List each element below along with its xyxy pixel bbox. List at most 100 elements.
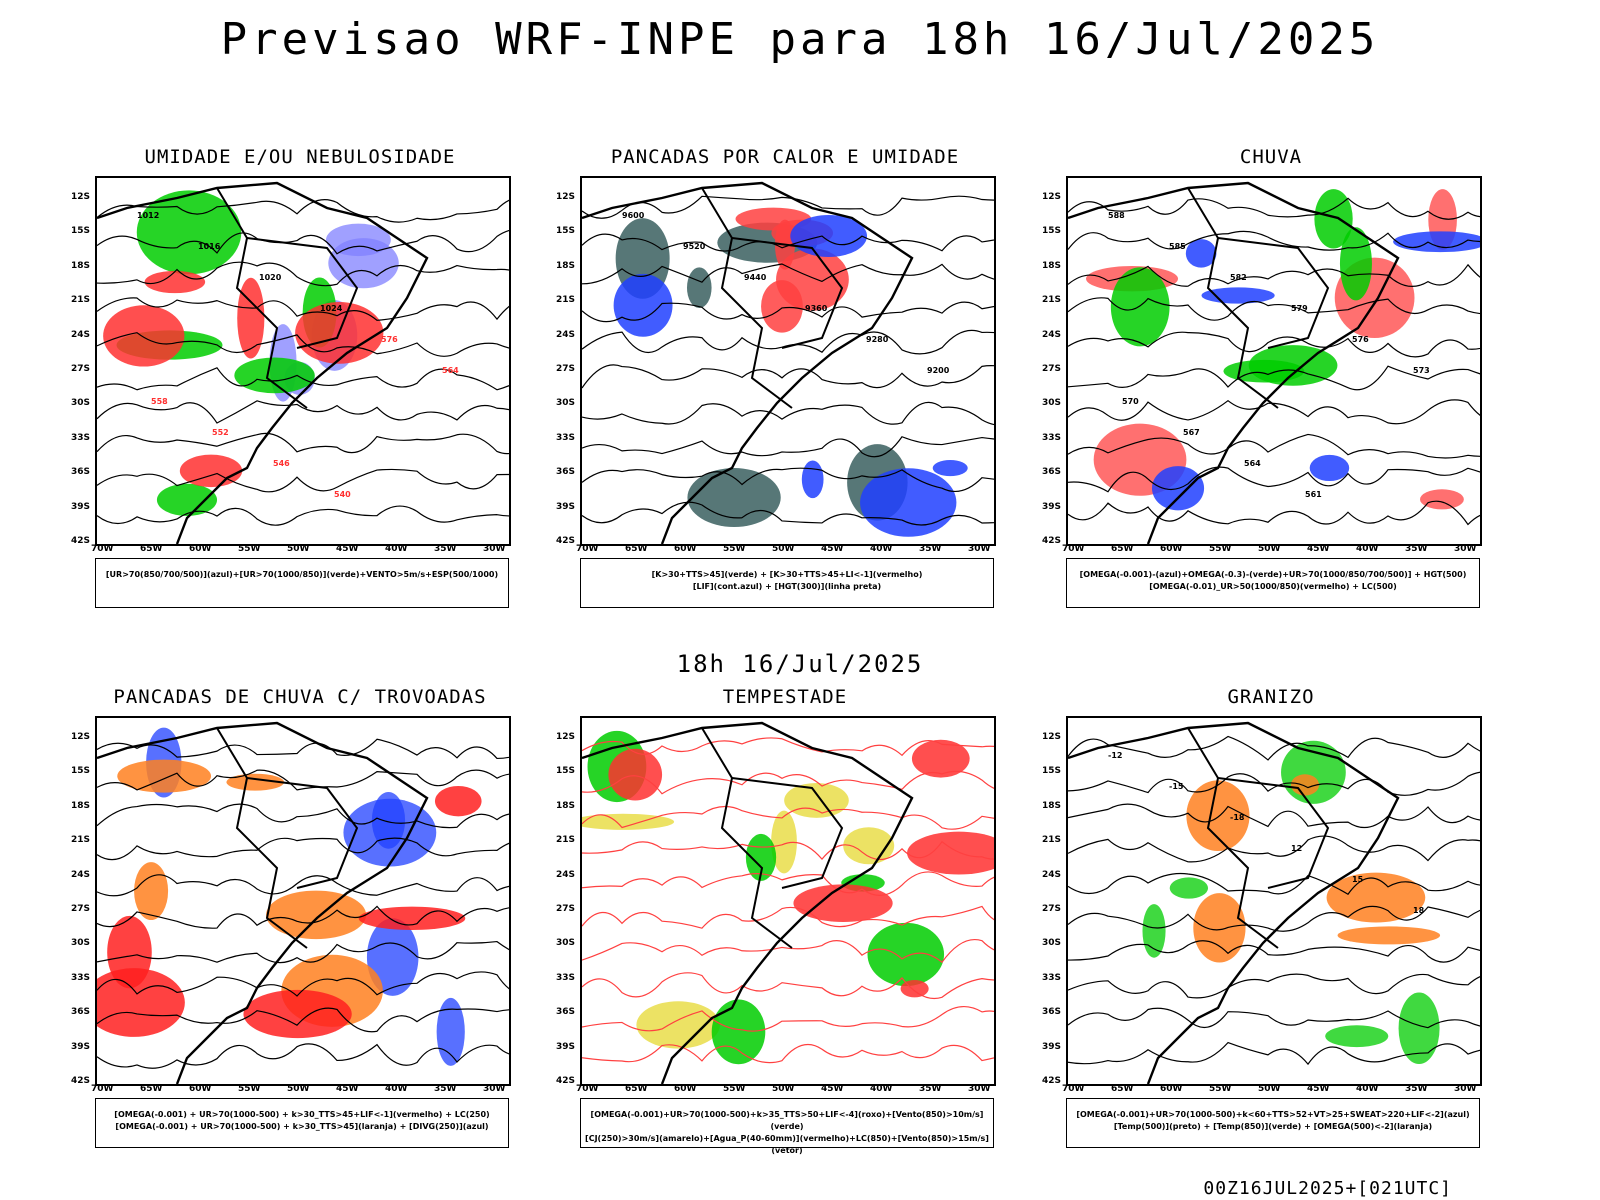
lat-label: 36S xyxy=(1042,467,1062,478)
contour-line xyxy=(1068,905,1480,932)
contour-label: 540 xyxy=(334,490,351,499)
contour-line xyxy=(1068,331,1480,358)
field-area xyxy=(1393,231,1480,253)
lon-label: 35W xyxy=(1405,544,1428,554)
legend-line: [OMEGA(-0.001)-(azul)+OMEGA(-0.3)-(verde… xyxy=(1079,570,1467,579)
coastline xyxy=(97,181,429,544)
footer-timestamp: 00Z16JUL2025+[021UTC] xyxy=(1203,1178,1452,1199)
panel-title: UMIDADE E/OU NEBULOSIDADE xyxy=(144,146,456,168)
state-border xyxy=(216,727,308,949)
lon-label: 70W xyxy=(91,544,114,554)
contour-label: 552 xyxy=(212,428,229,437)
lon-label: 65W xyxy=(1111,544,1134,554)
contour-label: 588 xyxy=(1108,211,1125,220)
lat-label: 39S xyxy=(1042,501,1062,512)
lon-label: 60W xyxy=(1160,544,1183,554)
lat-label: 24S xyxy=(71,329,91,340)
lon-label: 55W xyxy=(238,1084,261,1094)
contour-label: 558 xyxy=(151,397,168,406)
contour-line xyxy=(582,1006,994,1032)
lat-label: 42S xyxy=(556,1076,576,1086)
lon-label: 60W xyxy=(674,544,697,554)
state-border xyxy=(1217,237,1330,349)
lat-label: 15S xyxy=(556,226,576,237)
state-border xyxy=(1187,727,1279,949)
weather-map: 1012 1016 1020 1024 576 564 558 552 546 540 xyxy=(95,176,511,546)
contour-line xyxy=(1068,399,1480,425)
lat-label: 27S xyxy=(71,364,91,374)
state-border xyxy=(731,237,844,349)
lon-label: 50W xyxy=(287,1084,310,1094)
lon-label: 70W xyxy=(576,544,599,554)
field-area xyxy=(436,997,465,1066)
field-area xyxy=(1201,287,1275,304)
contour-line xyxy=(582,233,994,252)
contour-label: -15 xyxy=(1169,782,1184,791)
field-area xyxy=(793,884,893,922)
field-area xyxy=(117,759,212,793)
contour-line xyxy=(582,195,994,219)
contour-line xyxy=(1068,365,1480,391)
map-canvas: 588 585 582 579 576 573 570 567 564 561 xyxy=(1068,181,1480,544)
lon-label: 45W xyxy=(336,544,359,554)
field-area xyxy=(237,277,265,359)
field-area xyxy=(711,999,766,1065)
state-border xyxy=(731,777,844,889)
field-area xyxy=(1326,872,1426,923)
coastline xyxy=(582,721,914,1084)
lon-label: 35W xyxy=(434,544,457,554)
lat-label: 36S xyxy=(71,1007,91,1018)
legend-box: [K>30+TTS>45](verde) + [K>30+TTS>45+LI<-… xyxy=(580,558,994,608)
lon-label: 65W xyxy=(1111,1084,1134,1094)
lat-label: 21S xyxy=(1042,295,1062,306)
lon-label: 70W xyxy=(1062,544,1085,554)
lon-label: 50W xyxy=(772,544,795,554)
field-area xyxy=(1186,780,1250,852)
lat-label: 21S xyxy=(556,835,576,846)
lat-label: 30S xyxy=(556,398,576,409)
map-canvas: -12 -15 -18 12 15 18 xyxy=(1068,721,1480,1084)
contour-label: 1016 xyxy=(198,242,221,251)
contour-line xyxy=(1068,297,1480,321)
lat-label: 18S xyxy=(556,260,576,271)
map-canvas xyxy=(97,721,509,1084)
contour-line xyxy=(97,199,509,223)
lon-label: 60W xyxy=(189,1084,212,1094)
lat-label: 30S xyxy=(1042,398,1062,409)
contour-label: 9600 xyxy=(622,211,645,220)
contour-label: 564 xyxy=(442,366,459,375)
contour-line xyxy=(97,468,509,493)
contour-line xyxy=(1068,735,1480,761)
lat-label: 24S xyxy=(1042,329,1062,340)
lat-label: 24S xyxy=(556,329,576,340)
contour-line xyxy=(97,837,509,861)
lon-label: 70W xyxy=(1062,1084,1085,1094)
contour-line xyxy=(1068,872,1480,896)
lat-label: 21S xyxy=(556,295,576,306)
field-area xyxy=(1193,893,1246,963)
contour-label: 12 xyxy=(1291,844,1302,853)
lat-label: 18S xyxy=(1042,800,1062,811)
lat-label: 30S xyxy=(556,938,576,949)
lon-label: 35W xyxy=(919,544,942,554)
lon-label: 60W xyxy=(189,544,212,554)
contour-line xyxy=(582,501,994,526)
lat-label: 15S xyxy=(556,766,576,777)
contour-line xyxy=(97,332,509,357)
lon-label: 65W xyxy=(625,1084,648,1094)
contour-label: 561 xyxy=(1305,490,1322,499)
contour-line xyxy=(97,229,509,255)
legend-line: [OMEGA(-0.01)_UR>50(1000/850)(vermelho) … xyxy=(1149,582,1397,591)
contour-line xyxy=(582,263,994,285)
contour-line xyxy=(97,874,509,897)
weather-map xyxy=(95,716,511,1086)
contour-label: 9520 xyxy=(683,242,706,251)
contour-label: 18 xyxy=(1413,906,1425,915)
lon-label: 45W xyxy=(1307,1084,1330,1094)
field-area xyxy=(366,918,419,996)
field-area xyxy=(103,305,185,367)
legend-line: [OMEGA(-0.001) + UR>70(1000-500) + k>30_… xyxy=(115,1122,489,1131)
contour-line xyxy=(1068,803,1480,829)
contour-line xyxy=(97,803,509,829)
lon-label: 50W xyxy=(772,1084,795,1094)
